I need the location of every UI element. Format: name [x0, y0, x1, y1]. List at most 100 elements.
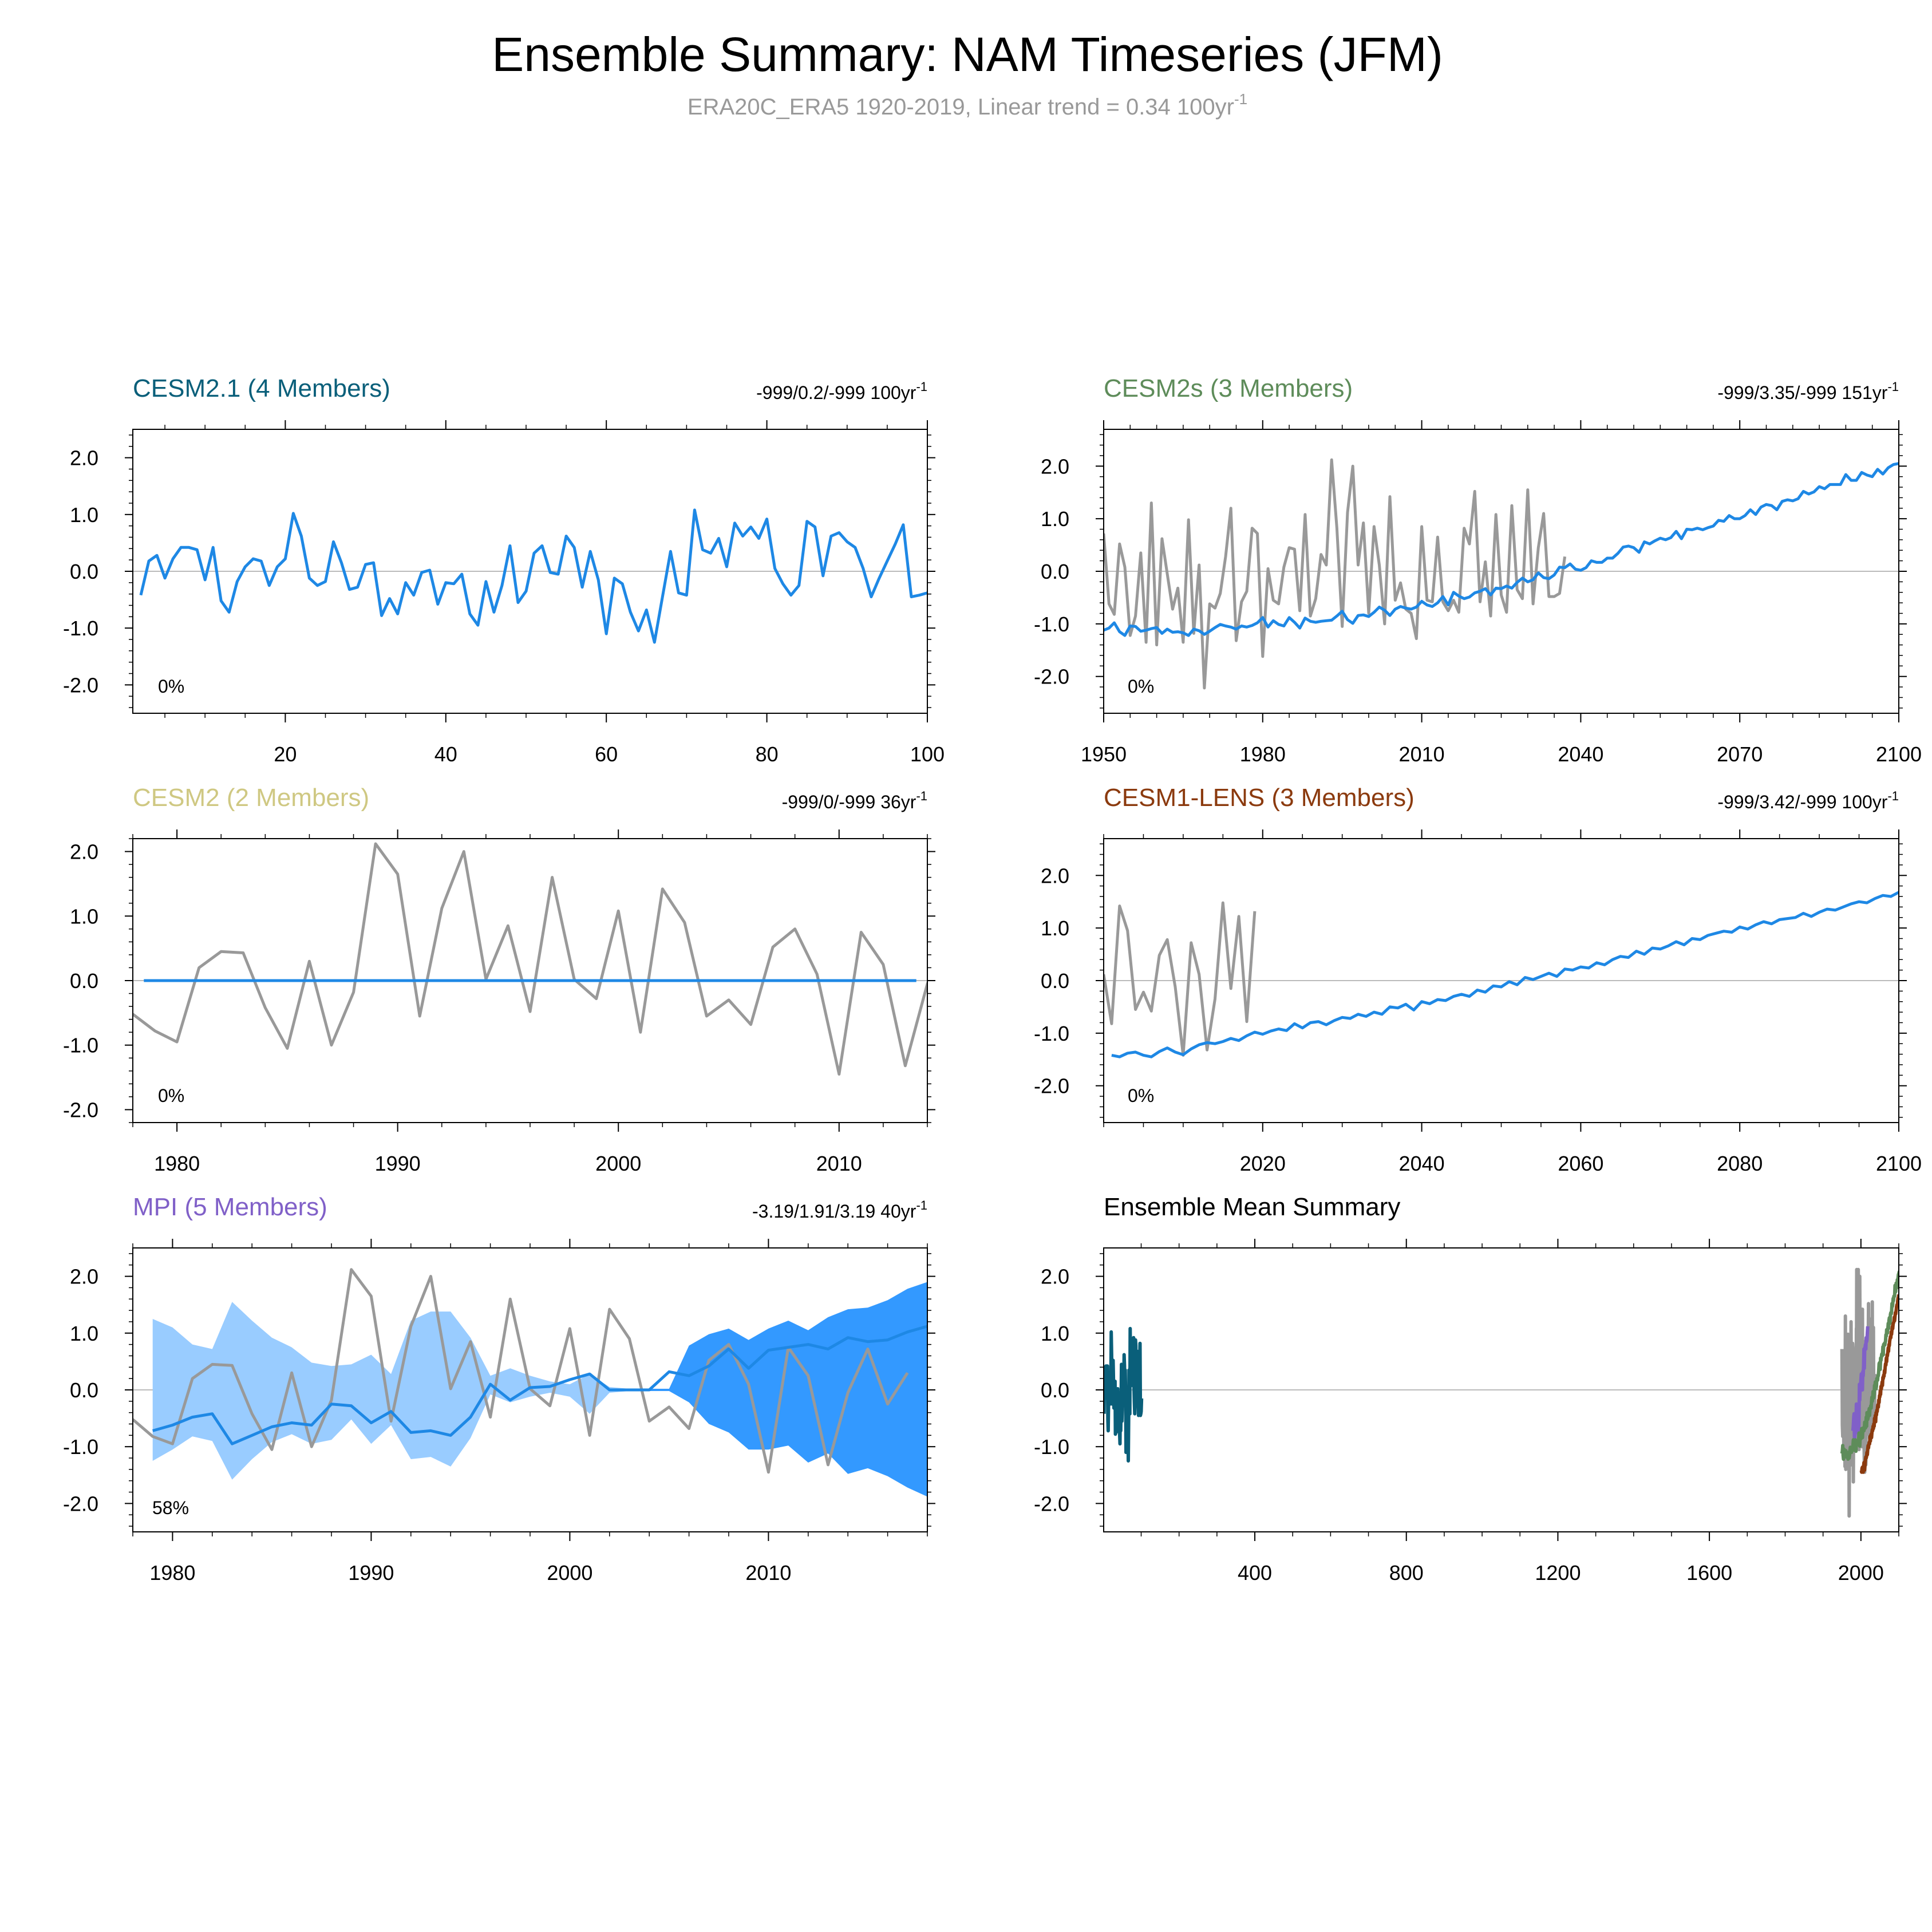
y-tick-label: 1.0	[1041, 1322, 1069, 1345]
x-tick-label: 1950	[1081, 742, 1127, 766]
figure-title: Ensemble Summary: NAM Timeseries (JFM)	[492, 27, 1443, 81]
y-tick-label: 0.0	[1041, 1378, 1069, 1402]
panel-title: MPI (5 Members)	[133, 1193, 327, 1221]
series-group	[1104, 891, 1899, 1058]
panel-cesm2: CESM2 (2 Members) -999/0/-999 36yr-1 2.0…	[63, 784, 935, 1175]
x-tick-label: 2080	[1717, 1152, 1763, 1175]
x-tick-label: 2010	[745, 1561, 791, 1585]
x-tick-label: 2010	[816, 1152, 862, 1175]
y-tick-label: 2.0	[1041, 455, 1069, 478]
trend-sup: -1	[1887, 380, 1899, 394]
x-tick-label: 40	[434, 742, 457, 766]
y-tick-label: 0.0	[1041, 969, 1069, 993]
panel-mpi: MPI (5 Members) -3.19/1.91/3.19 40yr-1 2…	[63, 1193, 935, 1585]
y-tick-label: 2.0	[70, 840, 98, 864]
plot-area: 2.0 1.0 0.0 -1.0 -2.0 20 40 60 80 100	[63, 420, 945, 766]
percent-label: 0%	[1128, 676, 1154, 697]
panel-title: Ensemble Mean Summary	[1104, 1193, 1400, 1221]
x-tick-label: 2010	[1399, 742, 1445, 766]
y-tick-label: -2.0	[1034, 1074, 1069, 1098]
x-tick-label: 1980	[154, 1152, 200, 1175]
y-tick-label: 2.0	[1041, 1265, 1069, 1289]
x-tick-label: 2040	[1399, 1152, 1445, 1175]
y-tick-label: -2.0	[63, 1492, 98, 1515]
x-tick-label: 1600	[1686, 1561, 1732, 1585]
series-group	[133, 842, 927, 1076]
x-tick-label: 2100	[1876, 742, 1922, 766]
plot-area: 2.0 1.0 0.0 -1.0 -2.0 1980 1990 2000 2010	[63, 829, 935, 1175]
ensemble-mean-line	[1104, 462, 1899, 637]
plot-area: 2.0 1.0 0.0 -1.0 -2.0 1980 1990 2000 2010	[63, 1239, 935, 1585]
y-tick-label: 2.0	[1041, 864, 1069, 887]
x-tick-label: 1980	[149, 1561, 195, 1585]
x-tick-label: 400	[1238, 1561, 1272, 1585]
trend-text: -999/0.2/-999 100yr	[756, 382, 916, 403]
x-tick-label: 2060	[1558, 1152, 1603, 1175]
trend-text: -999/3.42/-999 100yr	[1717, 792, 1887, 812]
y-tick-label: 1.0	[70, 1322, 98, 1345]
trend-sup: -1	[1887, 789, 1899, 803]
x-tick-label: 1990	[375, 1152, 421, 1175]
observations-line	[1104, 901, 1257, 1057]
observations-line	[1104, 458, 1567, 690]
trend-sup: -1	[916, 789, 927, 803]
cesm1-lens-mean-line	[1859, 1294, 1899, 1474]
y-tick-label: 1.0	[70, 904, 98, 928]
trend-text: -3.19/1.91/3.19 40yr	[752, 1201, 916, 1222]
y-tick-label: 2.0	[70, 1265, 98, 1289]
panel-title: CESM1-LENS (3 Members)	[1104, 784, 1415, 812]
observations-line	[133, 842, 927, 1076]
panel-ensemble-mean-summary: Ensemble Mean Summary 2.0 1.0 0.0 -1.0 -2.0 4…	[1034, 1193, 1907, 1585]
percent-label: 0%	[158, 676, 184, 697]
y-tick-label: -1.0	[1034, 1435, 1069, 1459]
x-tick-label: 1990	[348, 1561, 394, 1585]
trend-sup: -1	[916, 1198, 927, 1212]
y-tick-label: -1.0	[63, 617, 98, 640]
y-tick-label: 0.0	[70, 1378, 98, 1402]
y-tick-label: 0.0	[70, 969, 98, 993]
series-group	[1104, 458, 1899, 690]
y-tick-label: -1.0	[1034, 613, 1069, 636]
y-tick-label: -2.0	[1034, 1492, 1069, 1515]
trend-text: -999/0/-999 36yr	[782, 792, 916, 812]
trend-label: -3.19/1.91/3.19 40yr-1	[752, 1198, 927, 1222]
panel-title: CESM2 (2 Members)	[133, 784, 369, 812]
trend-label: -999/0/-999 36yr-1	[782, 789, 927, 812]
ensemble-mean-line	[152, 1325, 927, 1445]
series-group	[139, 508, 927, 644]
y-tick-label: 1.0	[1041, 916, 1069, 940]
spread-band	[152, 1302, 650, 1480]
panel-cesm2s: CESM2s (3 Members) -999/3.35/-999 151yr-…	[1034, 374, 1922, 766]
x-tick-label: 2020	[1240, 1152, 1286, 1175]
panel-cesm2-1: CESM2.1 (4 Members) -999/0.2/-999 100yr -…	[63, 374, 945, 766]
panel-title: CESM2.1 (4 Members)	[133, 374, 390, 402]
x-tick-label: 1200	[1535, 1561, 1581, 1585]
ensemble-mean-line	[139, 508, 927, 644]
ensemble-mean-line	[1111, 891, 1899, 1058]
x-tick-label: 2070	[1717, 742, 1763, 766]
plot-area: 2.0 1.0 0.0 -1.0 -2.0 400 800 1200 1600 2000	[1034, 1239, 1907, 1585]
series-group	[133, 1268, 927, 1497]
panel-cesm1-lens: CESM1-LENS (3 Members) -999/3.42/-999 10…	[1034, 784, 1922, 1175]
figure-subtitle-text: ERA20C_ERA5 1920-2019, Linear trend = 0.…	[688, 94, 1234, 120]
x-tick-label: 80	[756, 742, 779, 766]
y-tick-label: 2.0	[70, 447, 98, 470]
x-tick-label: 20	[274, 742, 297, 766]
cesm2s-mean-line	[1840, 1270, 1899, 1461]
cesm2-1-mean-line	[1104, 1326, 1144, 1463]
y-tick-label: -1.0	[63, 1034, 98, 1057]
plot-area: 2.0 1.0 0.0 -1.0 -2.0 1950 1980 2010 2040 2070 210…	[1034, 420, 1922, 766]
percent-label: 0%	[158, 1085, 184, 1106]
trend-label: -999/3.35/-999 151yr-1	[1717, 380, 1899, 403]
y-tick-label: 1.0	[1041, 507, 1069, 531]
trend-label: -999/3.42/-999 100yr-1	[1717, 789, 1899, 812]
y-tick-label: 0.0	[1041, 560, 1069, 583]
y-tick-label: -2.0	[63, 1098, 98, 1121]
y-tick-label: -1.0	[63, 1435, 98, 1459]
x-tick-label: 2000	[595, 1152, 641, 1175]
x-tick-label: 800	[1389, 1561, 1424, 1585]
x-tick-label: 2100	[1876, 1152, 1922, 1175]
panel-title: CESM2s (3 Members)	[1104, 374, 1353, 402]
spread-band	[649, 1282, 927, 1497]
